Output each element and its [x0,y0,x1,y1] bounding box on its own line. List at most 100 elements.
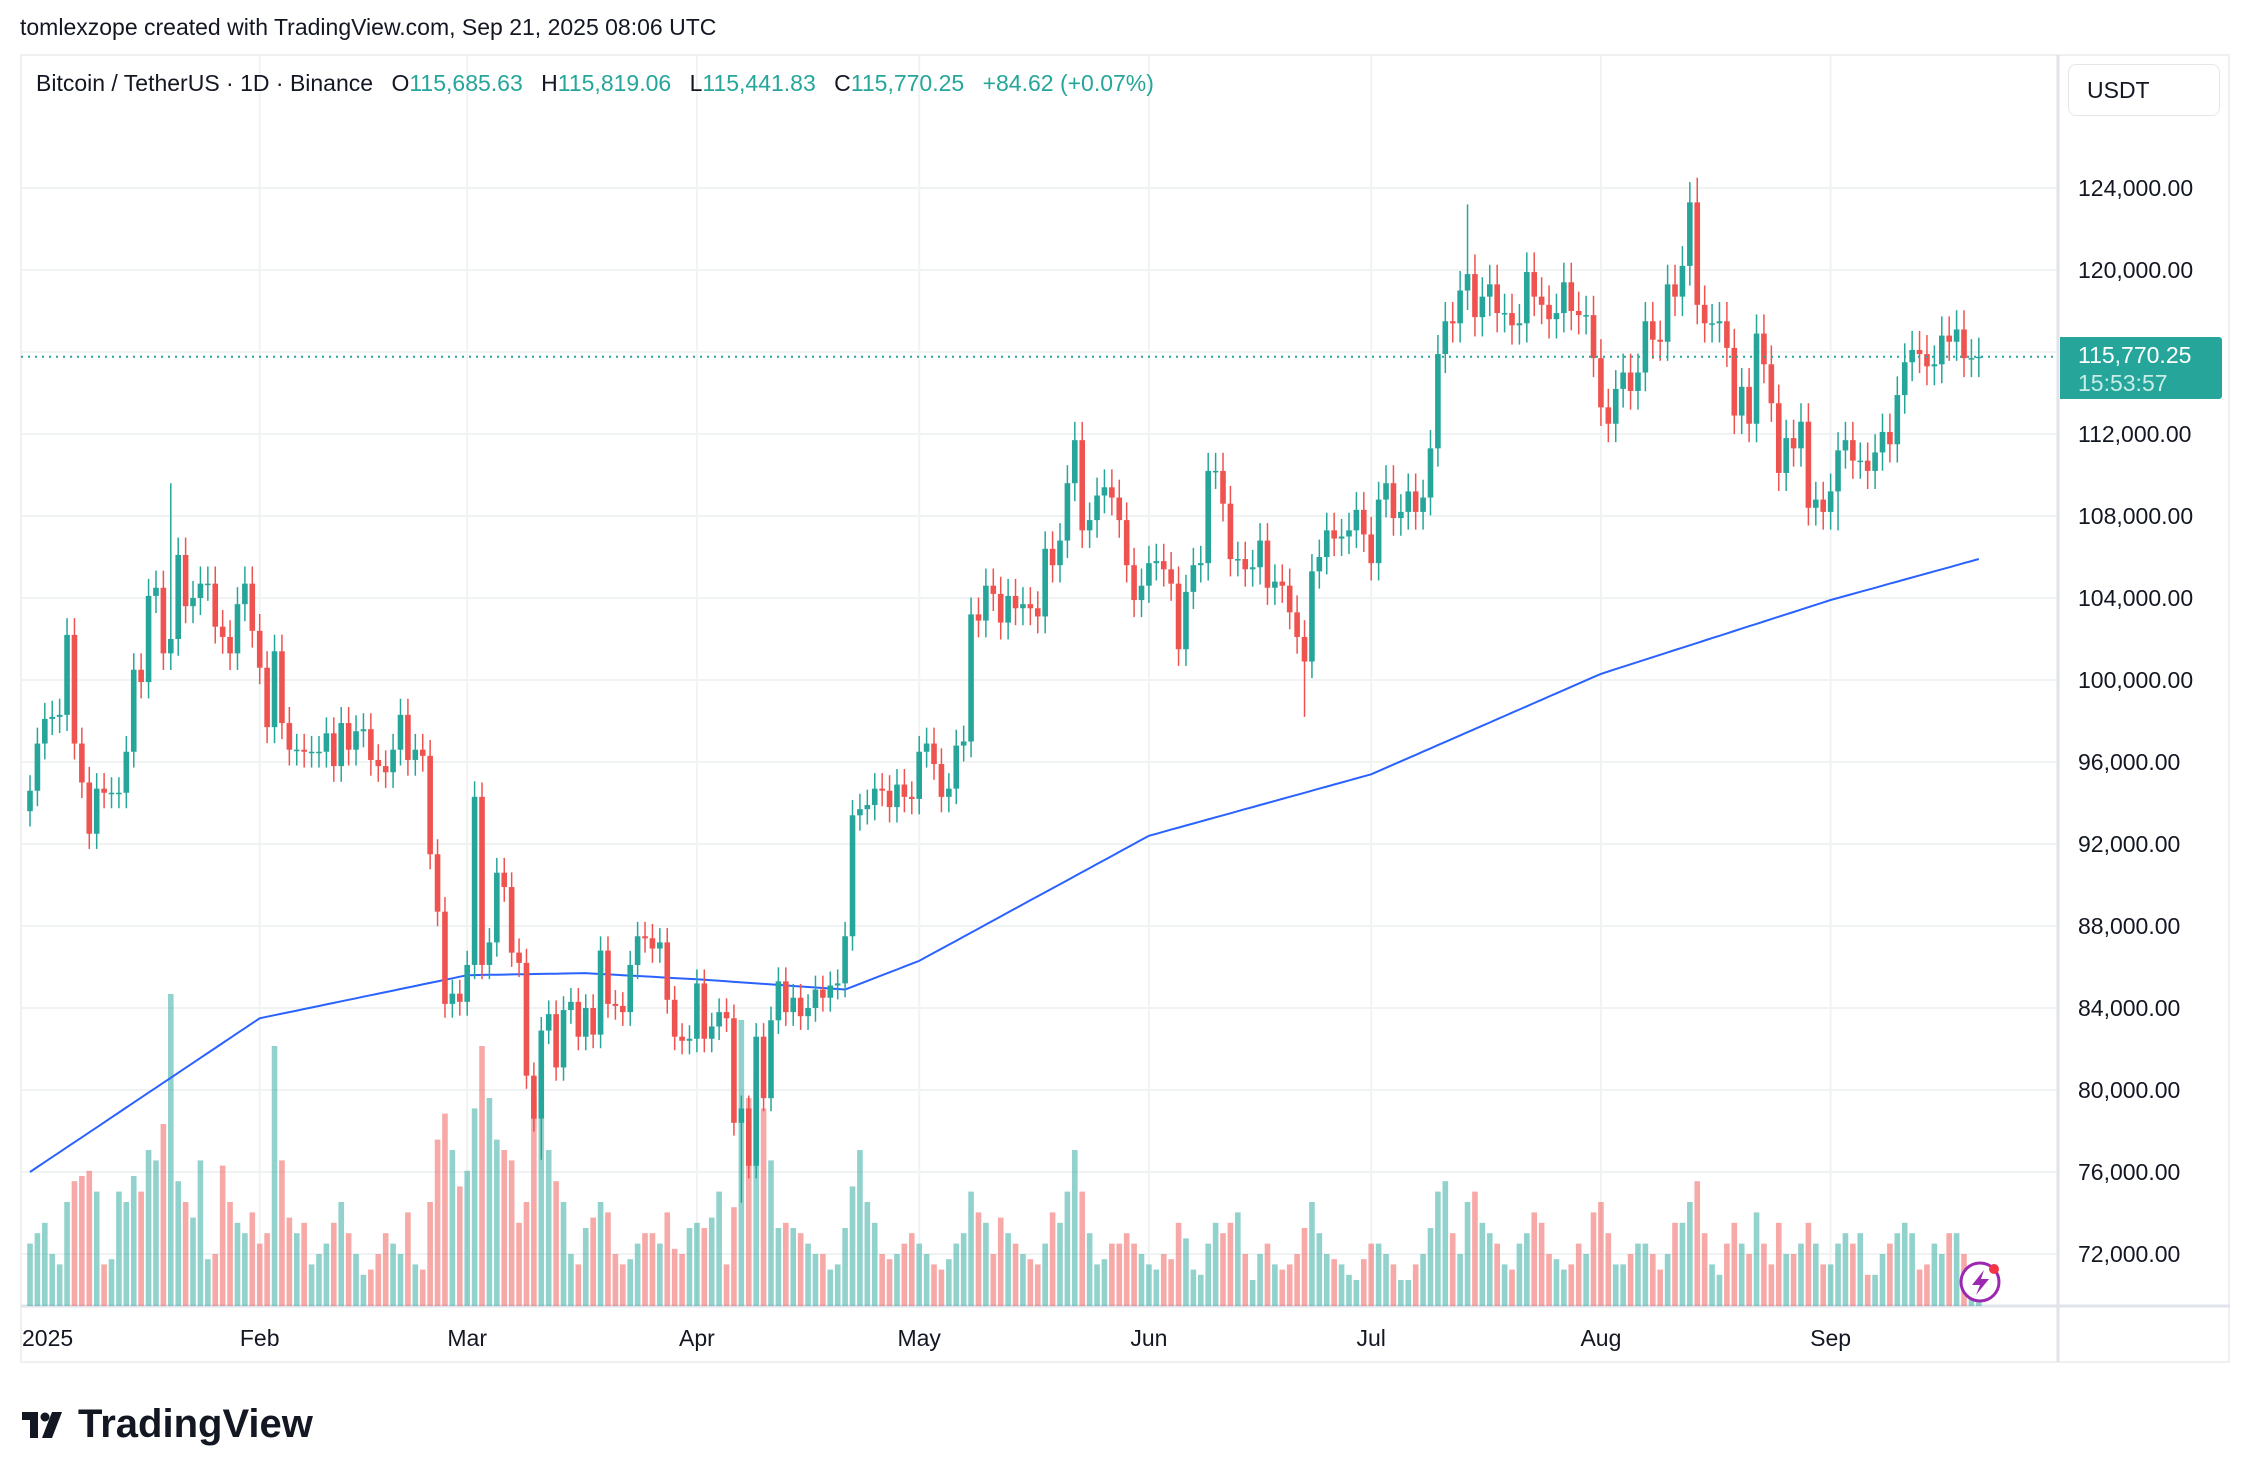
candle [71,618,78,760]
candle [1568,262,1575,331]
volume-bar [908,1233,915,1306]
price-tick-label: 84,000.00 [2078,995,2180,1021]
candle [1790,419,1797,467]
candle [249,566,256,648]
volume-bar [1042,1243,1048,1306]
candle [753,1023,759,1179]
volume-bar [990,1254,997,1306]
candle-body [916,751,922,799]
candle [1464,204,1471,311]
candle [1294,595,1300,654]
volume-bar [464,1170,470,1306]
candle-body [975,614,982,621]
candle-body [1079,440,1086,531]
candle [1657,320,1663,361]
candle [293,733,300,766]
candle [1946,316,1952,361]
volume-bar [271,1046,278,1306]
candle-body [412,749,419,760]
volume-bar [1864,1274,1871,1306]
candle-body [1835,450,1841,492]
volume-bar [397,1254,404,1306]
volume-bar [64,1202,70,1306]
candle-body [1790,438,1797,449]
volume-bar [234,1222,241,1306]
candle-body [820,989,826,998]
candle-body [1375,499,1382,564]
candle [1486,264,1493,317]
candle [1687,182,1693,286]
time-tick-label: Jul [1357,1325,1386,1351]
lightning-icon[interactable] [1959,1261,2001,1303]
candle [708,1012,715,1053]
candle-body [1242,559,1249,570]
volume-bar [1212,1222,1219,1306]
volume-bar [79,1176,85,1306]
candle-body [1353,509,1360,531]
candle-body [568,1001,574,1011]
candle-body [1294,612,1300,637]
volume-bar [56,1264,63,1306]
candle-body [1620,372,1626,389]
time-tick-label: Sep [1810,1325,1851,1351]
candle-body [1612,388,1619,424]
volume-bar [1694,1181,1701,1306]
candle-body [1568,282,1575,311]
candle-body [857,809,863,816]
tradingview-logo[interactable]: TradingView [22,1402,313,1447]
candle [412,733,419,776]
candle-body [1264,540,1271,588]
volume-bar [1005,1233,1011,1306]
candle-body [701,983,708,1039]
candle-body [1901,362,1908,396]
candle-body [242,583,248,605]
candle-body [1494,284,1500,314]
candle [56,698,63,734]
volume-bar [1561,1269,1567,1306]
candle [1197,545,1204,583]
candle [686,1025,693,1055]
volume-bar [634,1243,641,1306]
volume-bar [494,1139,500,1306]
volume-bar [842,1228,848,1306]
volume-bar [1435,1191,1441,1306]
candle-body [338,723,345,767]
candle-body [1257,540,1263,568]
candle-body [1346,530,1352,537]
volume-bar [797,1233,804,1306]
volume-bar [1138,1254,1145,1306]
candlestick-chart[interactable]: 72,000.00 76,000.00 80,000.00 84,000.00 88,0… [0,0,2250,1400]
candle [1501,293,1508,333]
candle [953,729,960,805]
candle-body [1227,503,1234,560]
candle [219,609,226,654]
price-tick-label: 88,000.00 [2078,913,2180,939]
candle-body [642,936,648,939]
candle [1323,512,1330,575]
candle-body [649,938,656,949]
current-price: 115,770.25 [2078,341,2192,368]
candle-body [1338,536,1345,539]
candle [360,713,367,748]
volume-bar [901,1243,908,1306]
candle-body [1168,569,1174,584]
volume-bar [968,1191,974,1306]
candle [1249,549,1256,587]
candle-body [516,952,522,963]
candle-body [1412,491,1419,512]
volume-bar [664,1212,671,1306]
currency-button[interactable]: USDT [2068,64,2220,116]
symbol-title[interactable]: Bitcoin / TetherUS · 1D · Binance [36,70,374,96]
volume-bar [1783,1254,1789,1306]
volume-bar [1761,1243,1767,1306]
candle [1635,353,1641,410]
volume-bar [264,1233,270,1306]
candle [1627,353,1634,410]
candle [1679,246,1686,317]
candle [375,744,382,782]
candle [397,698,404,766]
candle [790,983,797,1026]
volume-bar [1746,1254,1752,1306]
chart-pane[interactable] [20,54,2230,1363]
volume-bar [946,1259,952,1306]
